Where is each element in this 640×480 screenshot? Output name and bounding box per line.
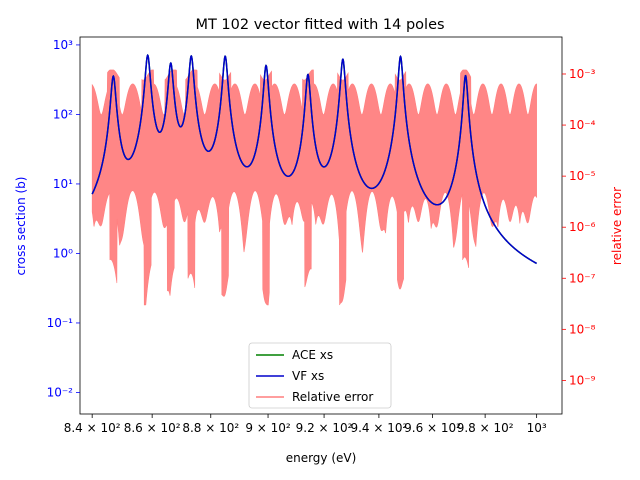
y-left-tick-label: 10⁰	[53, 246, 73, 260]
x-axis: 8.4 × 10² 8.6 × 10² 8.8 × 10² 9 × 10² 9.2 × …	[64, 414, 547, 435]
y-right-tick-label: 10⁻⁸	[569, 322, 596, 336]
x-tick-label: 9.2 × 10²	[296, 421, 353, 435]
x-tick-label: 10³	[527, 421, 547, 435]
y-axis-right-label: relative error	[610, 187, 624, 265]
y-left-tick-label: 10⁻¹	[47, 316, 74, 330]
y-right-tick-label: 10⁻⁹	[569, 373, 596, 387]
x-tick-label: 9 × 10²	[245, 421, 291, 435]
y-left-tick-label: 10³	[53, 38, 73, 52]
y-right-tick-label: 10⁻⁷	[569, 271, 596, 285]
chart-title: MT 102 vector fitted with 14 poles	[195, 17, 444, 33]
x-tick-label: 8.6 × 10²	[124, 421, 181, 435]
y-right-tick-label: 10⁻⁵	[569, 169, 596, 183]
x-tick-label: 8.8 × 10²	[182, 421, 239, 435]
y-axis-left: 10⁻² 10⁻¹ 10⁰ 10¹ 10² 10³	[47, 38, 80, 399]
legend-label-vf: VF xs	[292, 369, 324, 383]
y-right-tick-label: 10⁻³	[569, 67, 596, 81]
x-tick-label: 8.4 × 10²	[64, 421, 121, 435]
y-axis-right: 10⁻⁹ 10⁻⁸ 10⁻⁷ 10⁻⁶ 10⁻⁵ 10⁻⁴ 10⁻³	[562, 67, 596, 387]
y-left-tick-label: 10⁻²	[47, 385, 74, 399]
legend-box	[248, 342, 392, 409]
plot-area	[91, 54, 538, 306]
y-axis-left-label: cross section (b)	[14, 177, 28, 276]
x-axis-label: energy (eV)	[286, 451, 357, 465]
y-right-tick-label: 10⁻⁶	[569, 220, 596, 234]
y-left-tick-label: 10¹	[53, 177, 73, 191]
legend-label-ace: ACE xs	[292, 348, 333, 362]
y-right-tick-label: 10⁻⁴	[569, 118, 596, 132]
x-tick-label: 9.6 × 10²	[404, 421, 461, 435]
vf-xs-series	[91, 54, 538, 265]
y-left-tick-label: 10²	[53, 107, 73, 121]
x-tick-label: 9.8 × 10²	[457, 421, 514, 435]
x-tick-label: 9.4 × 10²	[350, 421, 407, 435]
legend: ACE xs VF xs Relative error	[248, 342, 392, 409]
legend-label-error: Relative error	[292, 390, 373, 404]
relative-error-series	[91, 69, 537, 306]
plot-frame	[79, 36, 563, 415]
